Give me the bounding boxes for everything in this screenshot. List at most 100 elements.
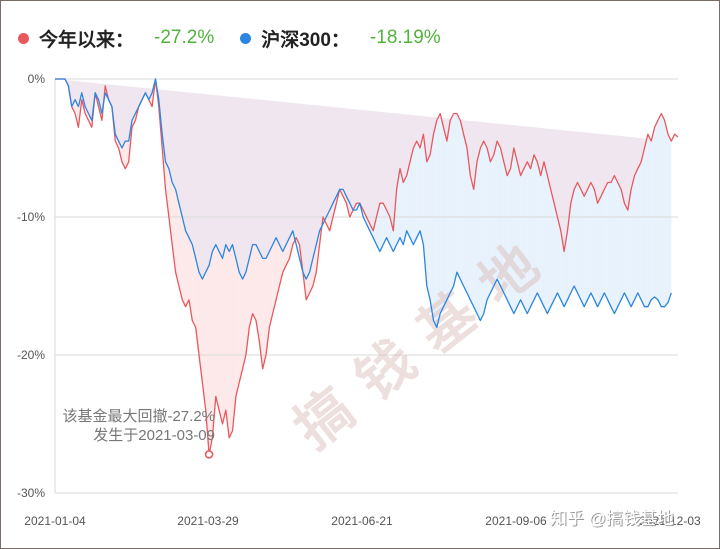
area-gap-segment: [500, 148, 504, 293]
y-tick-label: -10%: [17, 210, 45, 224]
area-gap-segment: [617, 182, 622, 307]
area-gap-segment: [272, 237, 277, 314]
area-gap-segment: [507, 168, 511, 307]
area-gap-segment: [309, 258, 313, 293]
area-gap-segment: [286, 237, 290, 266]
area-gap-segment: [467, 148, 471, 300]
area-gap-segment: [215, 244, 220, 411]
series-line-fund: [55, 78, 679, 456]
area-gap-segment: [232, 244, 236, 431]
area-gap-segment: [132, 113, 136, 128]
area-gap-segment: [209, 251, 213, 455]
area-gap-segment: [590, 182, 595, 300]
area-upper-fill: [55, 79, 672, 280]
area-gap-segment: [517, 161, 521, 307]
area-gap-segment: [225, 244, 230, 438]
area-gap-segment: [212, 244, 216, 438]
y-tick-label: -20%: [17, 348, 45, 362]
zhihu-watermark: 知乎 @搞钱基地: [550, 509, 674, 528]
area-gap-segment: [631, 175, 635, 307]
area-gap-segment: [657, 113, 662, 307]
area-gap-segment: [276, 237, 280, 300]
annotation-line-1: 该基金最大回撤-27.2%: [62, 408, 215, 425]
area-gap-segment: [510, 148, 514, 314]
legend-dot-csi300: [240, 32, 252, 44]
area-gap-segment: [349, 203, 354, 217]
area-gap-segment: [463, 134, 467, 293]
area-gap-segment: [122, 141, 126, 169]
area-gap-segment: [637, 161, 642, 300]
area-gap-segment: [185, 230, 189, 307]
area-gap-segment: [597, 196, 601, 307]
area-gap-segment: [601, 189, 605, 300]
area-gap-segment: [557, 217, 561, 300]
area-gap-segment: [71, 99, 76, 114]
area-gap-segment: [379, 203, 384, 252]
area-gap-segment: [547, 175, 551, 314]
area-gap-segment: [289, 230, 293, 259]
area-gap-segment: [453, 113, 457, 286]
legend-label-fund: 今年以来：: [39, 29, 135, 51]
area-gap-segment: [343, 189, 347, 204]
area-gap-segment: [403, 175, 407, 245]
area-gap-segment: [477, 148, 481, 321]
chart-legend: 今年以来： -27.2% 沪深300： -18.19%: [18, 23, 467, 53]
x-tick-label: 2021-12-03: [639, 514, 701, 528]
area-gap-segment: [389, 217, 394, 252]
area-gap-segment: [487, 148, 491, 300]
area-gap-segment: [413, 141, 417, 245]
area-gap-segment: [483, 141, 488, 314]
area-gap-segment: [580, 189, 585, 307]
area-gap-segment: [574, 182, 578, 293]
area-gap-segment: [530, 154, 534, 307]
area-gap-segment: [420, 134, 424, 245]
area-gap-segment: [513, 148, 518, 314]
area-gap-segment: [664, 120, 668, 307]
legend-item-fund[interactable]: 今年以来： -27.2%: [18, 25, 214, 52]
area-gap-segment: [570, 189, 575, 293]
legend-item-csi300[interactable]: 沪深300： -18.19%: [240, 25, 441, 52]
annotation-line-2: 发生于2021-03-09: [93, 427, 215, 444]
area-gap-segment: [480, 141, 484, 321]
y-tick-label: -30%: [17, 486, 45, 500]
legend-dot-fund: [18, 32, 29, 44]
max-drawdown-point[interactable]: [204, 450, 214, 459]
area-gap-segment: [607, 182, 611, 307]
area-gap-segment: [493, 141, 498, 286]
area-gap-segment: [205, 265, 210, 455]
area-gap-segment: [446, 120, 451, 300]
area-gap-segment: [460, 120, 464, 287]
area-gap-segment: [192, 244, 196, 328]
area-gap-segment: [520, 168, 524, 307]
area-gap-segment: [219, 251, 223, 424]
zhihu-watermark-shadow: 知乎 @搞钱基地: [551, 510, 675, 529]
area-gap-segment: [584, 189, 588, 307]
area-gap-segment: [554, 203, 558, 300]
area-gap-segment: [85, 106, 89, 121]
area-gap-segment: [75, 99, 79, 128]
area-gap-segment: [614, 175, 618, 314]
area-gap-segment: [651, 127, 655, 300]
area-gap-segment: [189, 237, 193, 321]
area-gap-segment: [490, 154, 494, 293]
area-gap-segment: [647, 134, 652, 307]
area-gap-segment: [611, 175, 615, 314]
area-gap-segment: [544, 161, 548, 314]
area-gap-segment: [125, 141, 129, 169]
area-gap-segment: [406, 161, 410, 238]
area-gap-segment: [373, 217, 377, 245]
area-gap-segment: [644, 134, 648, 307]
area-gap-segment: [430, 134, 434, 321]
area-gap-segment: [165, 161, 169, 217]
area-gap-segment: [269, 244, 273, 328]
area-gap-segment: [400, 168, 404, 245]
area-gap-segment: [440, 113, 444, 314]
area-gap-segment: [540, 161, 544, 307]
area-gap-segment: [436, 113, 441, 328]
area-gap-segment: [229, 244, 233, 438]
y-tick-label: 0%: [28, 72, 46, 86]
area-gap-segment: [621, 189, 625, 300]
area-gap-segment: [202, 272, 206, 411]
area-gap-segment: [497, 141, 501, 286]
